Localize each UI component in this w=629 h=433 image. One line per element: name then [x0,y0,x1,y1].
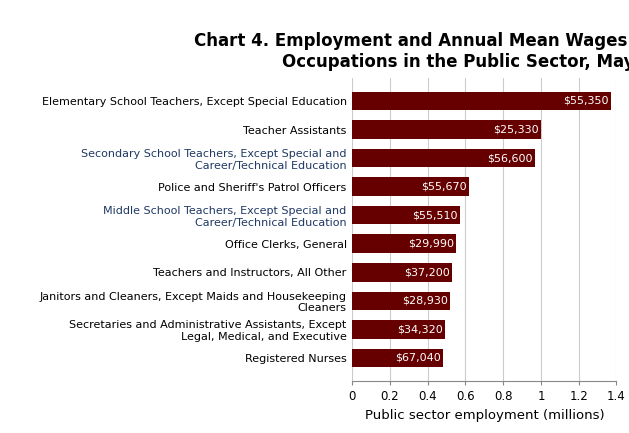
Bar [352,291,450,310]
Bar [352,178,469,196]
Text: $67,040: $67,040 [395,353,440,363]
X-axis label: Public sector employment (millions): Public sector employment (millions) [365,409,604,422]
Text: $37,200: $37,200 [404,267,450,277]
Text: $55,510: $55,510 [412,210,457,220]
Text: $28,930: $28,930 [402,296,448,306]
Bar [352,235,456,253]
Bar [352,206,460,224]
Title: Chart 4. Employment and Annual Mean Wages for the Largest
Occupations in the Pub: Chart 4. Employment and Annual Mean Wage… [194,32,629,71]
Bar [352,120,541,139]
Text: $55,350: $55,350 [563,96,608,106]
Bar [352,349,443,367]
Text: $25,330: $25,330 [493,125,538,135]
Text: $34,320: $34,320 [397,324,442,334]
Text: $55,670: $55,670 [421,182,467,192]
Bar [352,92,611,110]
Bar [352,149,535,168]
Bar [352,320,445,339]
Bar [352,263,452,281]
Text: $29,990: $29,990 [408,239,454,249]
Text: $56,600: $56,600 [487,153,533,163]
